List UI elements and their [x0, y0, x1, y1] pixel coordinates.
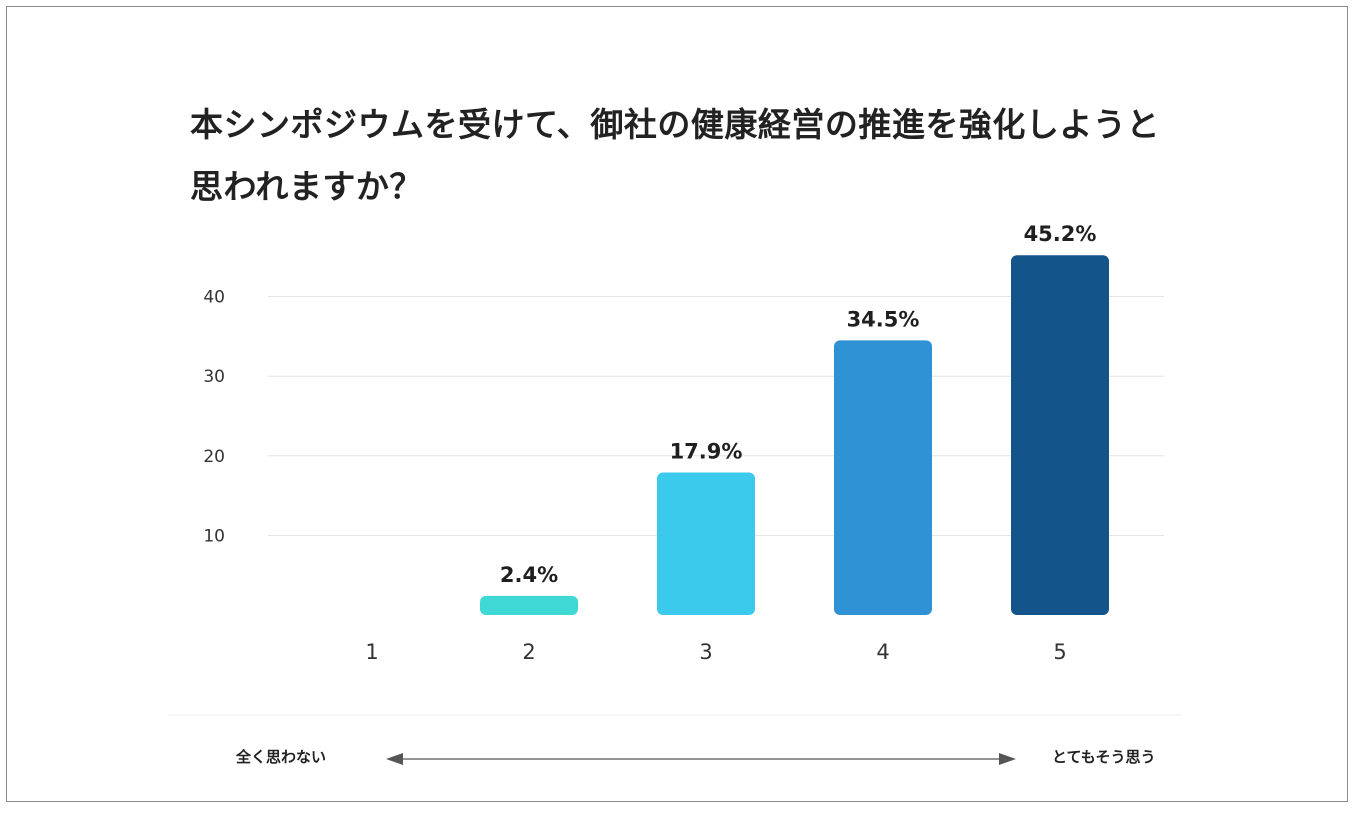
- y-tick-label: 30: [203, 367, 225, 387]
- chart-frame: [6, 6, 1348, 802]
- x-tick-label-1: 1: [365, 640, 378, 664]
- y-axis-ticks: 10 20 30 40: [203, 288, 225, 547]
- bar-4: [834, 340, 932, 615]
- value-label-5: 45.2%: [1024, 222, 1097, 246]
- chart-title-line-1: 本シンポジウムを受けて、御社の健康経営の推進を強化しようと: [190, 105, 1160, 144]
- scale-label-right: とてもそう思う: [1052, 748, 1156, 766]
- value-label-3: 17.9%: [670, 440, 743, 464]
- y-tick-label: 40: [203, 288, 225, 308]
- bar-3: [657, 472, 755, 615]
- x-tick-label-3: 3: [699, 640, 712, 664]
- x-axis-ticks: 1 2 3 4 5: [365, 640, 1066, 664]
- x-tick-label-4: 4: [876, 640, 889, 664]
- scale-label-left: 全く思わない: [236, 748, 327, 766]
- bar-5: [1011, 255, 1109, 615]
- value-labels: 2.4% 17.9% 34.5% 45.2%: [500, 222, 1097, 587]
- bar-2: [480, 595, 578, 615]
- value-label-4: 34.5%: [847, 307, 920, 331]
- scale-arrow-right-head: [999, 753, 1016, 765]
- x-tick-label-2: 2: [522, 640, 535, 664]
- chart-baseline-shadow: [168, 714, 1182, 716]
- bars: [480, 255, 1109, 615]
- value-label-2: 2.4%: [500, 563, 558, 587]
- y-tick-label: 20: [203, 447, 225, 467]
- chart-title-line-2: 思われますか？: [190, 167, 423, 206]
- scale-arrow-left-head: [386, 753, 403, 765]
- x-tick-label-5: 5: [1053, 640, 1066, 664]
- y-tick-label: 10: [203, 526, 225, 546]
